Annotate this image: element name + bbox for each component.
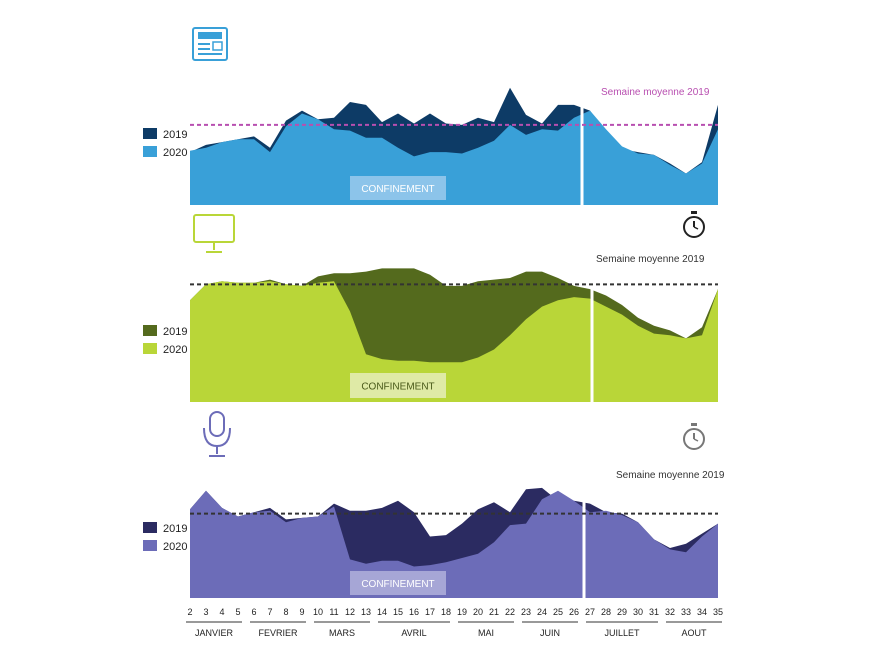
month-label: MAI [478, 628, 494, 638]
x-tick-label: 21 [489, 607, 499, 617]
legend-swatch-2020 [143, 540, 157, 551]
confinement-label: CONFINEMENT [361, 184, 434, 195]
x-tick-label: 12 [345, 607, 355, 617]
x-tick-label: 32 [665, 607, 675, 617]
area-series-2020 [190, 490, 718, 598]
x-tick-label: 11 [329, 607, 338, 617]
month-label: JUILLET [604, 628, 640, 638]
x-tick-label: 23 [521, 607, 531, 617]
x-tick-label: 29 [617, 607, 627, 617]
month-label: JUIN [540, 628, 560, 638]
x-tick-label: 6 [251, 607, 256, 617]
x-tick-label: 35 [713, 607, 723, 617]
x-tick-label: 9 [299, 607, 304, 617]
chart-panel-presse: Semaine moyenne 2019 CONFINEMENT 2019 2020 [143, 27, 718, 206]
x-tick-label: 20 [473, 607, 483, 617]
chart-panel-tv: Semaine moyenne 2019 CONFINEMENT 2019 2020 [143, 211, 718, 403]
x-tick-label: 5 [235, 607, 240, 617]
area-series-2020 [190, 281, 718, 402]
legend-label-2020: 2020 [163, 147, 187, 159]
x-tick-label: 24 [537, 607, 547, 617]
confinement-box [350, 176, 446, 200]
x-tick-label: 15 [393, 607, 403, 617]
legend-swatch-2020 [143, 146, 157, 157]
x-tick-label: 16 [409, 607, 419, 617]
legend-label-2019: 2019 [163, 129, 187, 141]
x-tick-label: 3 [203, 607, 208, 617]
monitor-icon [193, 214, 235, 253]
month-label: MARS [329, 628, 355, 638]
legend-swatch-2019 [143, 522, 157, 533]
x-tick-label: 28 [601, 607, 611, 617]
x-tick-label: 18 [441, 607, 451, 617]
chart-panel-radio: Semaine moyenne 2019 CONFINEMENT 2019 2020 [143, 411, 725, 599]
legend-swatch-2019 [143, 325, 157, 336]
x-tick-label: 7 [267, 607, 272, 617]
x-tick-label: 34 [697, 607, 707, 617]
month-label: FEVRIER [258, 628, 298, 638]
legend-swatch-2019 [143, 128, 157, 139]
area-series-2020 [190, 110, 718, 205]
x-tick-label: 14 [377, 607, 387, 617]
x-tick-label: 17 [425, 607, 435, 617]
legend-swatch-2020 [143, 343, 157, 354]
microphone-icon [203, 411, 231, 457]
reference-line-label: Semaine moyenne 2019 [616, 470, 725, 481]
stopwatch-icon [683, 423, 705, 450]
x-tick-label: 13 [361, 607, 371, 617]
x-tick-label: 8 [283, 607, 288, 617]
x-tick-label: 31 [649, 607, 659, 617]
month-label: AOUT [681, 628, 707, 638]
legend-label-2019: 2019 [163, 523, 187, 535]
confinement-box [350, 373, 446, 398]
month-label: JANVIER [195, 628, 234, 638]
x-tick-label: 30 [633, 607, 643, 617]
x-tick-label: 4 [219, 607, 224, 617]
x-tick-label: 2 [187, 607, 192, 617]
legend-label-2020: 2020 [163, 541, 187, 553]
x-tick-label: 33 [681, 607, 691, 617]
x-tick-label: 10 [313, 607, 323, 617]
x-tick-label: 22 [505, 607, 515, 617]
x-tick-label: 19 [457, 607, 467, 617]
x-axis: 2 3 4 5 6 7 8 9 10 11 12 13 14 15 16 17 18 19 20 21 22 23 24 25… [186, 607, 723, 638]
x-tick-label: 27 [585, 607, 595, 617]
legend-label-2020: 2020 [163, 344, 187, 356]
month-label: AVRIL [401, 628, 426, 638]
x-tick-label: 25 [553, 607, 563, 617]
confinement-box [350, 571, 446, 595]
reference-line-label: Semaine moyenne 2019 [596, 254, 705, 265]
confinement-label: CONFINEMENT [361, 579, 434, 590]
newspaper-icon [192, 27, 228, 61]
stopwatch-icon [683, 211, 705, 238]
confinement-label: CONFINEMENT [361, 382, 434, 393]
x-tick-label: 26 [569, 607, 579, 617]
reference-line-label: Semaine moyenne 2019 [601, 87, 710, 98]
legend-label-2019: 2019 [163, 326, 187, 338]
